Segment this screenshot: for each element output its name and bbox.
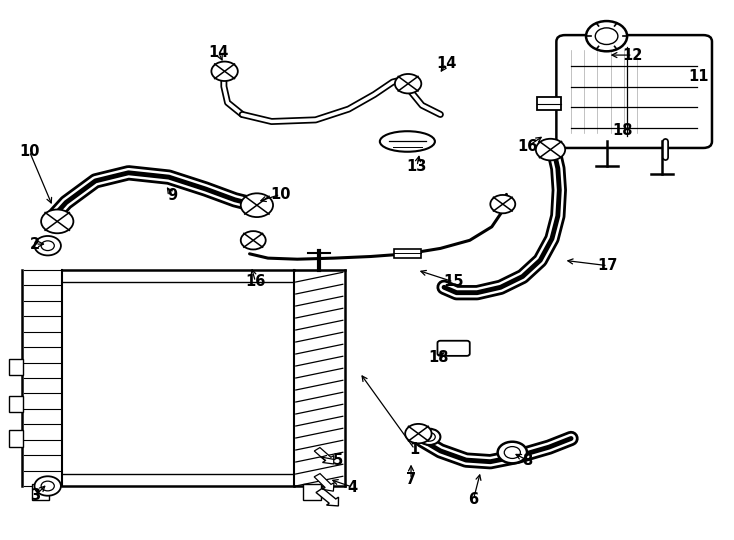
- Circle shape: [405, 424, 432, 443]
- Text: 10: 10: [19, 144, 40, 159]
- FancyArrow shape: [314, 448, 334, 464]
- Circle shape: [498, 442, 527, 463]
- Bar: [9, 396, 23, 412]
- Text: 5: 5: [333, 453, 343, 468]
- Circle shape: [211, 62, 238, 81]
- Text: 16: 16: [245, 274, 266, 289]
- Text: 17: 17: [597, 258, 618, 273]
- Bar: [303, 484, 321, 500]
- Text: 10: 10: [270, 187, 291, 202]
- Text: 16: 16: [517, 139, 537, 154]
- Text: 1: 1: [410, 442, 420, 457]
- FancyArrow shape: [314, 474, 334, 491]
- Bar: [32, 484, 49, 500]
- Text: 18: 18: [612, 123, 633, 138]
- Text: 12: 12: [622, 48, 643, 63]
- Text: 6: 6: [468, 492, 479, 507]
- FancyBboxPatch shape: [437, 341, 470, 356]
- Bar: [9, 430, 23, 447]
- Bar: [537, 97, 561, 110]
- Bar: [394, 249, 421, 258]
- Circle shape: [586, 21, 627, 51]
- Text: 4: 4: [347, 480, 357, 495]
- Text: 2: 2: [30, 237, 40, 252]
- Circle shape: [41, 210, 73, 233]
- Ellipse shape: [380, 131, 435, 152]
- Circle shape: [536, 139, 565, 160]
- Text: 15: 15: [443, 274, 464, 289]
- Circle shape: [241, 193, 273, 217]
- Circle shape: [34, 236, 61, 255]
- FancyBboxPatch shape: [556, 35, 712, 148]
- Circle shape: [418, 429, 440, 445]
- Text: 8: 8: [522, 453, 532, 468]
- Text: 18: 18: [429, 350, 449, 365]
- Bar: [9, 359, 23, 375]
- Text: 9: 9: [167, 188, 178, 203]
- Circle shape: [34, 476, 61, 496]
- FancyArrow shape: [316, 488, 338, 506]
- Text: 14: 14: [208, 45, 229, 60]
- Text: 13: 13: [407, 159, 427, 174]
- Text: 11: 11: [688, 69, 709, 84]
- Text: 14: 14: [436, 56, 457, 71]
- Text: 3: 3: [30, 488, 40, 503]
- Circle shape: [395, 74, 421, 93]
- Circle shape: [241, 231, 266, 249]
- Text: 7: 7: [406, 472, 416, 487]
- Circle shape: [490, 195, 515, 213]
